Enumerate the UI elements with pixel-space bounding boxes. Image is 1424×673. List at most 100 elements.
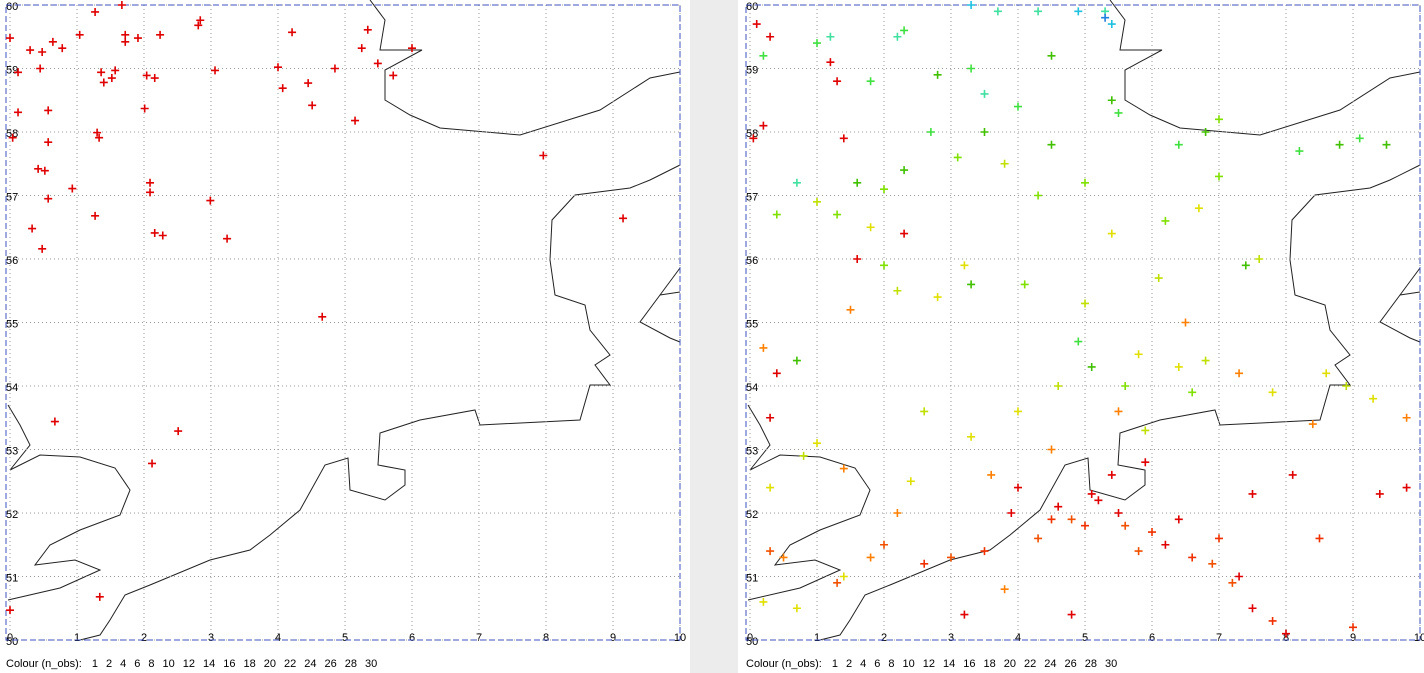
legend-entry: 14 bbox=[943, 658, 955, 670]
obs-marker bbox=[759, 121, 768, 130]
obs-marker bbox=[206, 196, 215, 205]
x-tick-label: 10 bbox=[1414, 632, 1424, 644]
obs-marker bbox=[1154, 274, 1163, 283]
obs-marker bbox=[1188, 553, 1197, 562]
obs-marker bbox=[866, 77, 875, 86]
obs-marker bbox=[813, 39, 821, 48]
coastline bbox=[747, 0, 1421, 641]
obs-marker bbox=[846, 305, 855, 314]
obs-marker bbox=[1114, 407, 1123, 416]
obs-marker bbox=[304, 79, 313, 88]
plot-frame bbox=[745, 4, 1421, 641]
y-tick-label: 59 bbox=[6, 64, 18, 76]
obs-marker bbox=[1014, 102, 1022, 111]
obs-marker bbox=[866, 223, 875, 232]
obs-marker bbox=[906, 477, 915, 486]
obs-marker bbox=[926, 128, 935, 136]
obs-marker bbox=[68, 184, 77, 193]
obs-marker bbox=[833, 77, 842, 86]
obs-marker bbox=[833, 210, 842, 219]
legend-entry: 14 bbox=[203, 658, 215, 670]
obs-marker bbox=[1174, 140, 1183, 149]
obs-marker bbox=[1288, 470, 1297, 479]
obs-marker bbox=[813, 439, 821, 448]
obs-marker bbox=[1215, 115, 1223, 124]
legend-entry: 12 bbox=[183, 658, 195, 670]
obs-marker bbox=[792, 178, 801, 187]
legend-entry: 28 bbox=[1085, 658, 1097, 670]
x-tick-label: 4 bbox=[1015, 632, 1021, 644]
obs-marker bbox=[933, 70, 942, 79]
legend-entry: 24 bbox=[1044, 658, 1056, 670]
obs-marker bbox=[174, 427, 183, 436]
obs-marker bbox=[308, 101, 317, 110]
obs-marker bbox=[1034, 191, 1043, 200]
obs-marker bbox=[1034, 534, 1043, 543]
obs-marker bbox=[766, 413, 775, 422]
obs-marker bbox=[960, 610, 969, 619]
legend-entry: 22 bbox=[284, 658, 296, 670]
obs-marker bbox=[980, 547, 989, 556]
obs-marker bbox=[1087, 489, 1096, 498]
obs-marker bbox=[140, 104, 149, 113]
obs-marker bbox=[1235, 369, 1244, 378]
obs-marker bbox=[900, 26, 909, 35]
x-tick-label: 1 bbox=[814, 632, 820, 644]
obs-marker bbox=[1161, 216, 1170, 225]
obs-marker bbox=[1067, 610, 1076, 619]
obs-marker bbox=[1282, 629, 1290, 638]
obs-marker bbox=[792, 604, 801, 613]
x-tick-label: 7 bbox=[476, 632, 482, 644]
obs-marker bbox=[1107, 96, 1116, 105]
obs-marker bbox=[1161, 540, 1170, 549]
x-tick-label: 3 bbox=[208, 632, 214, 644]
obs-marker bbox=[1228, 578, 1237, 587]
obs-marker bbox=[330, 64, 339, 73]
obs-marker bbox=[993, 7, 1002, 16]
legend-entry: 26 bbox=[1064, 658, 1076, 670]
y-tick-label: 55 bbox=[6, 318, 18, 330]
obs-marker bbox=[766, 483, 775, 492]
obs-marker bbox=[26, 46, 35, 55]
obs-marker bbox=[1047, 51, 1056, 60]
obs-marker bbox=[1047, 515, 1056, 524]
obs-marker bbox=[146, 188, 155, 197]
x-tick-label: 0 bbox=[7, 632, 13, 644]
obs-marker bbox=[196, 16, 205, 25]
y-tick-label: 56 bbox=[746, 255, 758, 267]
x-tick-label: 3 bbox=[948, 632, 954, 644]
obs-marker bbox=[967, 280, 976, 289]
x-tick-label: 8 bbox=[543, 632, 549, 644]
legend-title: Colour (n_obs): bbox=[746, 658, 822, 670]
obs-marker bbox=[1121, 382, 1130, 390]
y-tick-label: 50 bbox=[6, 636, 18, 648]
obs-marker bbox=[1014, 407, 1022, 416]
obs-marker bbox=[148, 459, 157, 468]
obs-marker bbox=[759, 51, 768, 60]
obs-marker bbox=[318, 312, 327, 321]
obs-marker bbox=[288, 28, 297, 37]
obs-marker bbox=[44, 138, 53, 147]
obs-marker bbox=[121, 37, 130, 46]
obs-marker bbox=[866, 553, 875, 562]
obs-marker bbox=[117, 1, 126, 9]
y-tick-label: 60 bbox=[746, 1, 758, 13]
obs-marker bbox=[1141, 458, 1150, 467]
obs-marker bbox=[772, 210, 781, 219]
obs-marker bbox=[1081, 299, 1089, 308]
obs-marker bbox=[133, 34, 142, 43]
x-tick-label: 2 bbox=[881, 632, 887, 644]
obs-marker bbox=[1235, 572, 1244, 581]
obs-marker bbox=[880, 261, 888, 270]
x-tick-label: 8 bbox=[1283, 632, 1289, 644]
y-tick-label: 57 bbox=[6, 191, 18, 203]
obs-marker bbox=[1107, 229, 1116, 238]
obs-marker bbox=[1087, 362, 1096, 371]
obs-marker bbox=[900, 166, 909, 175]
obs-marker bbox=[1174, 515, 1183, 524]
legend-entry: 1 bbox=[832, 658, 838, 670]
legend-entry: 8 bbox=[888, 658, 894, 670]
obs-marker bbox=[1181, 318, 1190, 327]
legend-entry: 30 bbox=[365, 658, 377, 670]
obs-marker bbox=[274, 63, 282, 72]
